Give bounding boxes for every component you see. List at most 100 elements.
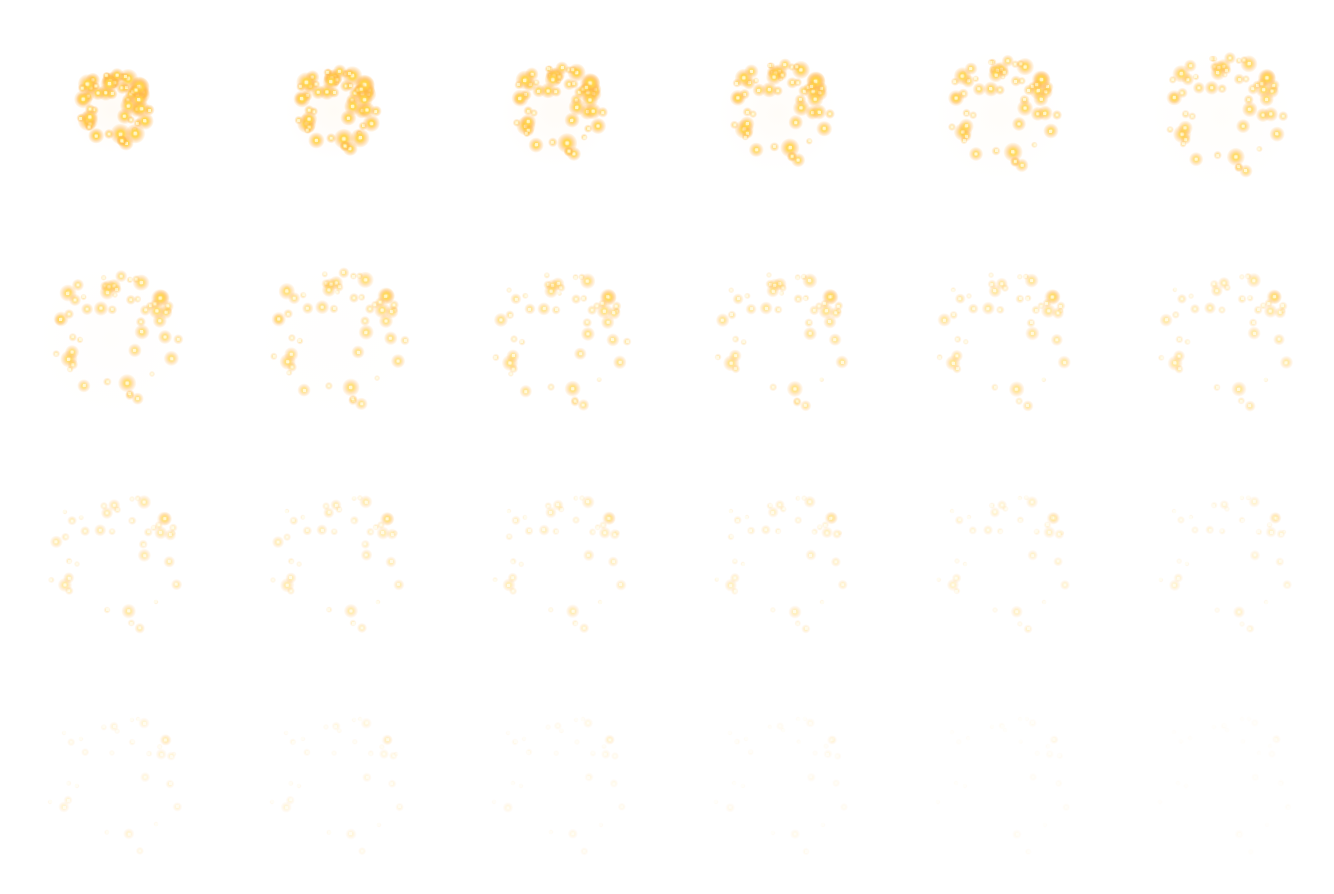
spark-core — [721, 318, 725, 322]
spark-core — [574, 275, 578, 279]
spark-particle — [80, 525, 91, 536]
spark-particle — [1210, 284, 1224, 298]
spark-core — [1056, 311, 1060, 315]
spark-core — [820, 378, 824, 382]
spark-particle — [606, 332, 620, 347]
spark-core — [123, 114, 127, 118]
spark-core — [323, 272, 327, 276]
spark-particle — [563, 146, 574, 156]
spark-particle — [383, 331, 398, 346]
spark-core — [347, 71, 351, 75]
spark-core — [82, 384, 86, 388]
spark-particle — [1234, 829, 1244, 839]
spark-core — [62, 805, 66, 809]
spark-particle — [740, 338, 747, 346]
spark-core — [1262, 88, 1266, 92]
spark-core — [301, 293, 305, 297]
spark-particle — [1188, 514, 1194, 520]
spark-core — [802, 275, 806, 279]
spark-particle — [316, 524, 328, 536]
spark-core — [290, 365, 294, 369]
spark-core — [324, 725, 328, 729]
spark-particle — [115, 270, 127, 282]
spark-core — [342, 137, 346, 141]
spark-core — [822, 127, 826, 131]
spark-particle — [962, 108, 971, 118]
spark-particle — [1223, 283, 1232, 292]
spark-core — [511, 354, 515, 358]
spark-core — [130, 740, 134, 744]
spark-particle — [88, 128, 105, 144]
spark-core — [602, 745, 606, 749]
spark-particle — [623, 337, 632, 347]
spark-core — [297, 784, 301, 788]
spark-core — [1193, 528, 1197, 532]
spark-core — [795, 65, 799, 69]
spark-particle — [795, 738, 802, 745]
spark-particle — [1224, 505, 1231, 512]
spark-particle — [92, 82, 101, 91]
spark-particle — [1269, 126, 1285, 142]
spark-particle — [1054, 779, 1063, 788]
spark-particle — [733, 738, 741, 746]
spark-particle — [732, 293, 744, 305]
spark-particle — [300, 291, 307, 299]
spark-particle — [537, 301, 551, 316]
spark-core — [955, 367, 959, 371]
spark-particle — [511, 90, 529, 107]
spark-core — [143, 775, 147, 779]
spark-core — [767, 88, 771, 92]
spark-particle — [965, 735, 971, 741]
spark-core — [588, 98, 592, 102]
spark-core — [714, 800, 718, 804]
spark-core — [364, 500, 368, 504]
spark-core — [134, 88, 138, 92]
spark-particle — [1251, 773, 1260, 781]
spark-core — [119, 132, 123, 136]
spark-particle — [153, 599, 159, 605]
spark-core — [611, 560, 615, 564]
spark-core — [133, 132, 137, 135]
spark-core — [163, 335, 167, 339]
spark-core — [146, 530, 150, 534]
spark-particle — [739, 116, 755, 132]
spark-particle — [100, 724, 108, 731]
spark-core — [1035, 83, 1039, 87]
spark-core — [1278, 311, 1282, 315]
spark-core — [364, 721, 368, 725]
spark-particle — [574, 347, 587, 360]
sprite-frame — [667, 448, 889, 670]
spark-core — [176, 337, 180, 341]
spark-core — [1055, 338, 1059, 342]
sprite-frame — [889, 226, 1111, 448]
spark-particle — [795, 495, 801, 501]
spark-particle — [284, 508, 290, 514]
spark-core — [545, 273, 549, 277]
spark-core — [362, 98, 366, 102]
spark-particle — [769, 383, 777, 392]
spark-particle — [801, 495, 808, 501]
spark-core — [1210, 57, 1214, 61]
spark-particle — [153, 821, 159, 827]
spark-particle — [948, 89, 965, 106]
spark-core — [49, 578, 53, 582]
spark-core — [376, 600, 380, 604]
spark-core — [523, 294, 527, 298]
spark-core — [1018, 297, 1022, 301]
spark-core — [732, 123, 736, 127]
spark-core — [1251, 321, 1255, 324]
spark-particle — [1282, 579, 1293, 590]
spark-core — [772, 145, 776, 149]
spark-core — [606, 295, 610, 299]
spark-particle — [1015, 396, 1024, 405]
spark-core — [989, 87, 993, 91]
spark-particle — [1060, 579, 1071, 590]
spark-particle — [609, 529, 620, 540]
spark-core — [1029, 321, 1033, 325]
spark-core — [83, 529, 87, 533]
spark-core — [582, 403, 586, 407]
spark-particle — [293, 90, 311, 108]
spark-core — [1257, 147, 1261, 151]
spark-particle — [713, 799, 719, 805]
spark-core — [1273, 516, 1277, 520]
